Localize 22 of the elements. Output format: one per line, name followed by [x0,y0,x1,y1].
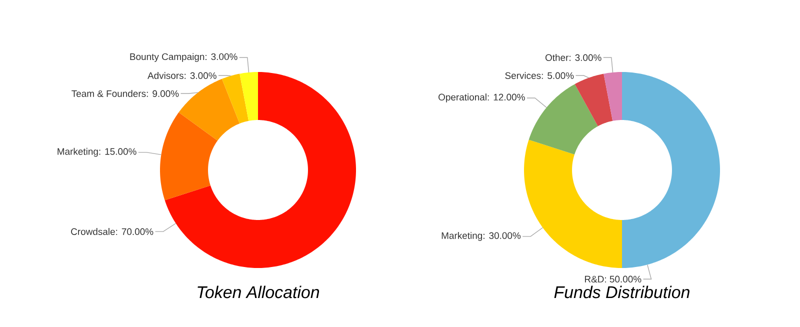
slice-label: R&D [584,276,604,282]
data-label: : 70.00% [116,228,154,236]
slice-label: Other [545,54,569,61]
data-label: : 15.00% [99,148,136,155]
slice-label: Marketing [58,148,98,157]
slice-label: Operational [438,94,486,102]
text: Token Allocation [198,286,320,298]
data-label: : 30.00% [484,232,521,239]
slice-label: Services [505,72,541,79]
data-label: : 12.00% [488,94,525,101]
slice-label: Crowdsale [71,228,115,236]
data-label: : 3.00% [206,53,238,60]
data-label: : 3.00% [184,72,216,79]
data-label: : 3.00% [570,54,602,61]
slice-label: Marketing [442,232,482,241]
data-label: : 50.00% [605,276,642,282]
data-label: : 9.00% [146,90,179,97]
text: Funds Distribution [554,286,690,298]
slice-label: Team & Founders [72,90,146,97]
slice-label: Advisors [148,72,184,79]
slice-label: Bounty Campaign [130,53,204,62]
data-label: : 5.00% [542,72,574,79]
